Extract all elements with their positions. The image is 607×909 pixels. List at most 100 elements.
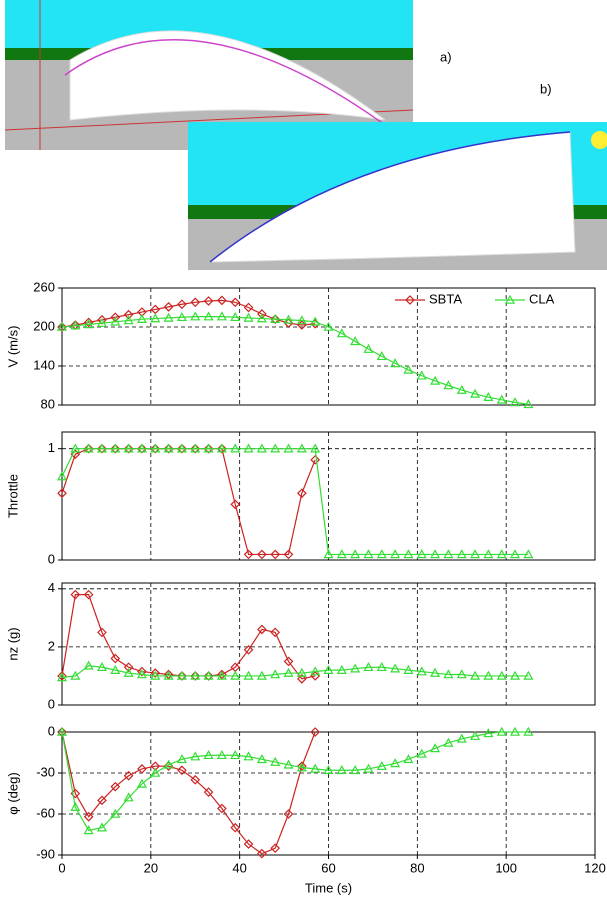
legend-label: SBTA <box>429 291 462 306</box>
diamond-marker <box>177 299 187 310</box>
triangle-marker <box>390 758 401 768</box>
plot-frame <box>61 287 596 406</box>
triangle-marker <box>416 666 427 676</box>
triangle-marker <box>443 737 454 747</box>
triangle-marker <box>256 754 267 764</box>
triangle-marker <box>283 443 294 453</box>
triangle-marker <box>376 662 387 672</box>
triangle-marker <box>363 662 374 672</box>
diamond-marker <box>110 781 121 792</box>
triangle-marker <box>403 664 414 674</box>
triangle-marker <box>150 670 161 680</box>
triangle-marker <box>510 670 521 680</box>
triangle-marker <box>163 759 174 769</box>
diamond-marker <box>97 443 107 454</box>
triangle-marker <box>243 443 254 453</box>
triangle-marker <box>350 765 361 775</box>
triangle-marker <box>256 313 267 323</box>
triangle-marker <box>176 754 187 764</box>
triangle-marker <box>443 549 454 559</box>
diamond-marker <box>217 803 227 814</box>
triangle-marker <box>243 751 254 761</box>
triangle-marker <box>470 549 481 559</box>
series-line <box>61 731 529 832</box>
diamond-marker <box>297 674 307 684</box>
series-line <box>61 448 316 556</box>
x-tick-label: 0 <box>58 860 65 875</box>
diamond-marker <box>257 624 267 635</box>
triangle-marker <box>203 311 214 321</box>
triangle-marker <box>350 336 361 346</box>
y-axis-label: Throttle <box>5 474 20 518</box>
diamond-marker <box>283 809 294 819</box>
triangle-marker <box>243 670 254 680</box>
y-tick-label: 0 <box>48 696 55 711</box>
triangle-marker <box>56 321 68 331</box>
diamond-marker <box>203 443 214 454</box>
diamond-marker <box>57 727 67 737</box>
diamond-marker <box>217 669 227 680</box>
triangle-marker <box>230 443 241 453</box>
triangle-marker <box>136 313 147 323</box>
triangle-marker <box>96 662 107 672</box>
diamond-marker <box>97 795 107 806</box>
sun <box>591 131 607 149</box>
triangle-marker <box>403 364 414 374</box>
triangle-marker <box>350 663 361 673</box>
triangle-marker <box>456 549 467 559</box>
series-line <box>61 731 316 855</box>
triangle-marker <box>136 669 147 679</box>
triangle-marker <box>203 443 214 453</box>
diamond-marker <box>297 488 307 499</box>
triangle-marker <box>390 549 401 559</box>
triangle-marker <box>336 328 347 338</box>
trajectory <box>209 131 571 263</box>
triangle-marker <box>190 311 201 321</box>
plot-frame <box>61 431 596 561</box>
triangle-marker <box>203 749 214 760</box>
triangle-marker <box>163 312 174 322</box>
triangle-marker <box>123 667 134 677</box>
triangle-marker <box>323 321 334 331</box>
diamond-marker <box>70 589 81 600</box>
triangle-marker <box>376 760 387 770</box>
diamond-marker <box>110 443 121 454</box>
diamond-marker <box>217 295 227 306</box>
triangle-marker <box>363 549 374 559</box>
diamond-marker <box>203 787 214 797</box>
triangle-marker <box>96 317 107 327</box>
triangle-marker <box>83 660 94 670</box>
y-tick-label: -60 <box>36 805 55 820</box>
y-tick-label: 2 <box>48 638 55 653</box>
diamond-marker <box>190 671 201 681</box>
triangle-marker <box>216 443 227 453</box>
triangle-marker <box>56 672 68 682</box>
triangle-marker <box>256 443 267 453</box>
triangle-marker <box>443 380 454 390</box>
diamond-marker <box>243 302 254 313</box>
triangle-marker <box>296 667 307 677</box>
diamond-marker <box>257 848 267 859</box>
triangle-marker <box>376 351 387 361</box>
diamond-marker <box>137 443 147 454</box>
triangle-marker <box>310 763 321 773</box>
triangle-marker <box>456 733 467 743</box>
triangle-marker <box>176 443 187 453</box>
diamond-marker <box>110 653 121 664</box>
triangle-marker <box>523 726 534 736</box>
triangle-marker <box>190 751 201 761</box>
triangle-marker <box>283 314 294 324</box>
trajectory-curtain <box>69 30 386 121</box>
diamond-marker <box>243 549 254 560</box>
y-tick-label: 140 <box>33 357 55 372</box>
diamond-marker <box>270 843 281 854</box>
triangle-marker <box>470 388 481 398</box>
triangle-marker <box>150 767 161 777</box>
triangle-marker <box>70 443 81 453</box>
diamond-marker <box>177 443 187 454</box>
diamond-marker <box>163 443 174 454</box>
panel-label: a) <box>440 49 452 64</box>
triangle-marker <box>310 316 321 326</box>
triangle-marker <box>496 549 507 559</box>
triangle-marker <box>456 384 467 394</box>
